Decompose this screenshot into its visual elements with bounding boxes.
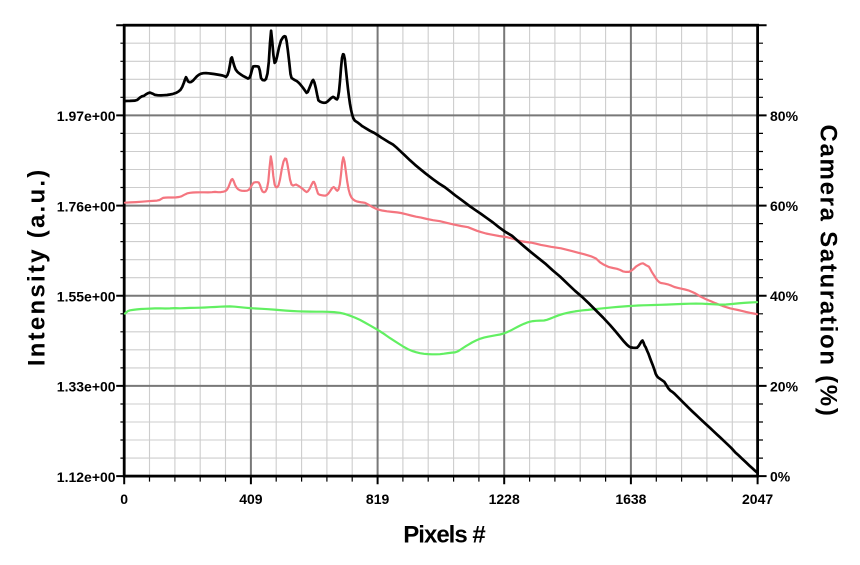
svg-text:1.33e+00: 1.33e+00 (57, 379, 116, 395)
svg-text:1638: 1638 (615, 491, 646, 507)
svg-text:80%: 80% (770, 108, 799, 124)
svg-text:409: 409 (239, 491, 263, 507)
svg-text:Camera Saturation (%): Camera Saturation (%) (815, 124, 842, 417)
svg-text:2047: 2047 (742, 491, 773, 507)
svg-text:1228: 1228 (489, 491, 520, 507)
svg-text:40%: 40% (770, 288, 799, 304)
svg-text:819: 819 (366, 491, 390, 507)
svg-text:Intensity (a.u.): Intensity (a.u.) (24, 167, 51, 366)
svg-text:1.55e+00: 1.55e+00 (57, 288, 116, 304)
svg-text:Pixels #: Pixels # (403, 522, 485, 549)
svg-text:0: 0 (120, 491, 128, 507)
svg-text:1.12e+00: 1.12e+00 (57, 469, 116, 485)
svg-text:1.97e+00: 1.97e+00 (57, 108, 116, 124)
svg-text:60%: 60% (770, 198, 799, 214)
svg-text:20%: 20% (770, 378, 799, 394)
svg-text:0%: 0% (770, 469, 791, 485)
svg-text:1.76e+00: 1.76e+00 (57, 198, 116, 214)
